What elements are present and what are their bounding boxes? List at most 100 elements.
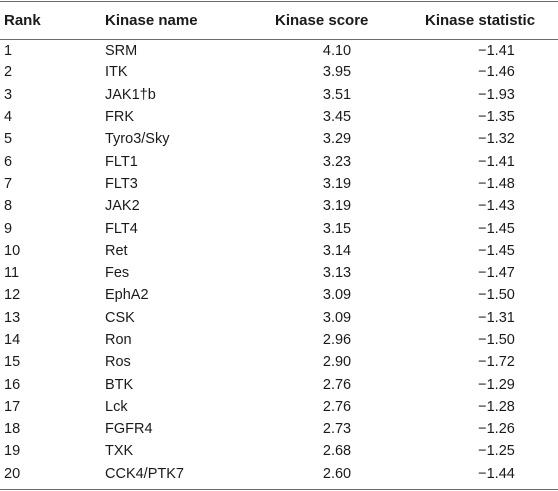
- kinase-name-cell: Lck: [105, 398, 128, 415]
- rank-cell: 1: [4, 43, 13, 60]
- kinase-statistic-cell: −1.47: [478, 265, 515, 282]
- kinase-statistic-cell: −1.35: [478, 109, 515, 126]
- header-kinase-score: Kinase score: [275, 12, 369, 29]
- kinase-score-cell: 2.60: [322, 465, 352, 482]
- kinase-name-cell: SRM: [105, 43, 138, 60]
- rank-cell: 20: [4, 465, 21, 482]
- rank-cell: 15: [4, 354, 21, 371]
- header-kinase-statistic: Kinase statistic: [425, 12, 536, 29]
- kinase-name-cell: FGFR4: [105, 421, 153, 438]
- kinase-statistic-cell: −1.50: [478, 287, 515, 304]
- header-kinase-name: Kinase name: [105, 12, 198, 29]
- kinase-statistic-cell: −1.48: [478, 175, 515, 192]
- kinase-name-cell: EphA2: [105, 287, 149, 304]
- kinase-name-cell: Tyro3/Sky: [105, 131, 170, 148]
- rank-cell: 11: [4, 265, 20, 282]
- rank-cell: 4: [4, 109, 13, 126]
- table-header: Rank Kinase name Kinase score Kinase sta…: [0, 2, 558, 39]
- kinase-name-cell: TXK: [105, 443, 134, 460]
- rank-cell: 3: [4, 86, 13, 103]
- rank-cell: 2: [4, 64, 13, 81]
- rank-cell: 5: [4, 131, 13, 148]
- rank-cell: 12: [4, 287, 21, 304]
- kinase-name-cell: Ron: [105, 332, 132, 348]
- table-row: 5 Tyro3/Sky 3.29 −1.32: [0, 128, 558, 150]
- table-row: 1 SRM 4.10 −1.41: [0, 39, 558, 61]
- rank-cell: 13: [4, 309, 21, 326]
- rank-cell: 19: [4, 443, 21, 460]
- kinase-statistic-cell: −1.28: [478, 398, 515, 415]
- table-row: 4 FRK 3.45 −1.35: [0, 106, 558, 128]
- table-row: 9 FLT4 3.15 −1.45: [0, 217, 558, 239]
- header-rank: Rank: [4, 12, 41, 29]
- kinase-name-cell: JAK2: [105, 198, 140, 215]
- table-row: 20 CCK4/PTK7 2.60 −1.44: [0, 463, 558, 485]
- kinase-name-cell: FLT3: [105, 175, 138, 192]
- table-row: 12 EphA2 3.09 −1.50: [0, 284, 558, 306]
- rank-cell: 8: [4, 198, 13, 215]
- table-row: 18 FGFR4 2.73 −1.26: [0, 418, 558, 440]
- kinase-name-cell: CCK4/PTK7: [105, 465, 184, 482]
- kinase-statistic-cell: −1.45: [478, 242, 515, 259]
- header-rule: [0, 39, 558, 40]
- kinase-name-cell: Ret: [105, 242, 128, 259]
- kinase-score-cell: 3.14: [322, 242, 352, 259]
- kinase-name-cell: ITK: [105, 64, 128, 81]
- kinase-score-cell: 2.68: [322, 443, 352, 460]
- rank-cell: 10: [4, 242, 21, 259]
- kinase-score-cell: 3.09: [322, 309, 352, 326]
- table-row: 17 Lck 2.76 −1.28: [0, 396, 558, 418]
- kinase-name-cell: FRK: [105, 109, 134, 126]
- top-rule: [0, 1, 558, 2]
- kinase-score-cell: 3.09: [322, 287, 352, 304]
- table-row: 16 BTK 2.76 −1.29: [0, 373, 558, 395]
- kinase-score-cell: 2.76: [322, 376, 352, 393]
- table-body: 1 SRM 4.10 −1.41 2 ITK 3.95 −1.46 3 JAK1†b 3.51 −1.…: [0, 39, 558, 485]
- kinase-score-cell: 3.15: [322, 220, 352, 237]
- kinase-score-cell: 3.51: [322, 86, 352, 103]
- kinase-score-cell: 3.45: [322, 109, 352, 126]
- table-row: 2 ITK 3.95 −1.46: [0, 61, 558, 83]
- kinase-name-cell: BTK: [105, 376, 134, 393]
- kinase-name-cell: CSK: [105, 309, 135, 326]
- kinase-score-cell: 2.90: [322, 354, 352, 371]
- kinase-statistic-cell: −1.32: [478, 131, 515, 148]
- kinase-score-cell: 4.10: [322, 43, 352, 60]
- kinase-statistic-cell: −1.43: [478, 198, 515, 215]
- kinase-name-cell: Ros: [105, 354, 131, 371]
- kinase-score-cell: 2.73: [322, 421, 352, 438]
- kinase-statistic-cell: −1.41: [478, 43, 515, 60]
- kinase-statistic-cell: −1.31: [478, 309, 515, 326]
- kinase-statistic-cell: −1.50: [478, 332, 515, 348]
- kinase-score-cell: 3.23: [322, 153, 352, 170]
- table-row: 19 TXK 2.68 −1.25: [0, 440, 558, 462]
- kinase-score-cell: 3.29: [322, 131, 352, 148]
- table-row: 14 Ron 2.96 −1.50: [0, 329, 558, 351]
- kinase-statistic-cell: −1.26: [478, 421, 515, 438]
- kinase-statistic-cell: −1.46: [478, 64, 515, 81]
- kinase-statistic-cell: −1.45: [478, 220, 515, 237]
- bottom-rule: [0, 489, 558, 490]
- kinase-statistic-cell: −1.41: [478, 153, 515, 170]
- table-row: 15 Ros 2.90 −1.72: [0, 351, 558, 373]
- kinase-name-cell: JAK1†b: [105, 86, 156, 103]
- rank-cell: 18: [4, 421, 21, 438]
- table-row: 7 FLT3 3.19 −1.48: [0, 173, 558, 195]
- rank-cell: 9: [4, 220, 13, 237]
- table-row: 13 CSK 3.09 −1.31: [0, 307, 558, 329]
- kinase-name-cell: Fes: [105, 265, 130, 282]
- kinase-statistic-cell: −1.29: [478, 376, 515, 393]
- table-row: 10 Ret 3.14 −1.45: [0, 240, 558, 262]
- table-row: 11 Fes 3.13 −1.47: [0, 262, 558, 284]
- kinase-statistic-cell: −1.72: [478, 354, 515, 371]
- kinase-score-cell: 3.95: [322, 64, 352, 81]
- kinase-statistic-cell: −1.25: [478, 443, 515, 460]
- header-row: Rank Kinase name Kinase score Kinase sta…: [0, 2, 558, 39]
- rank-cell: 17: [4, 398, 21, 415]
- rank-cell: 6: [4, 153, 13, 170]
- kinase-statistic-cell: −1.44: [478, 465, 515, 482]
- kinase-score-cell: 3.13: [322, 265, 352, 282]
- kinase-statistic-cell: −1.93: [478, 86, 515, 103]
